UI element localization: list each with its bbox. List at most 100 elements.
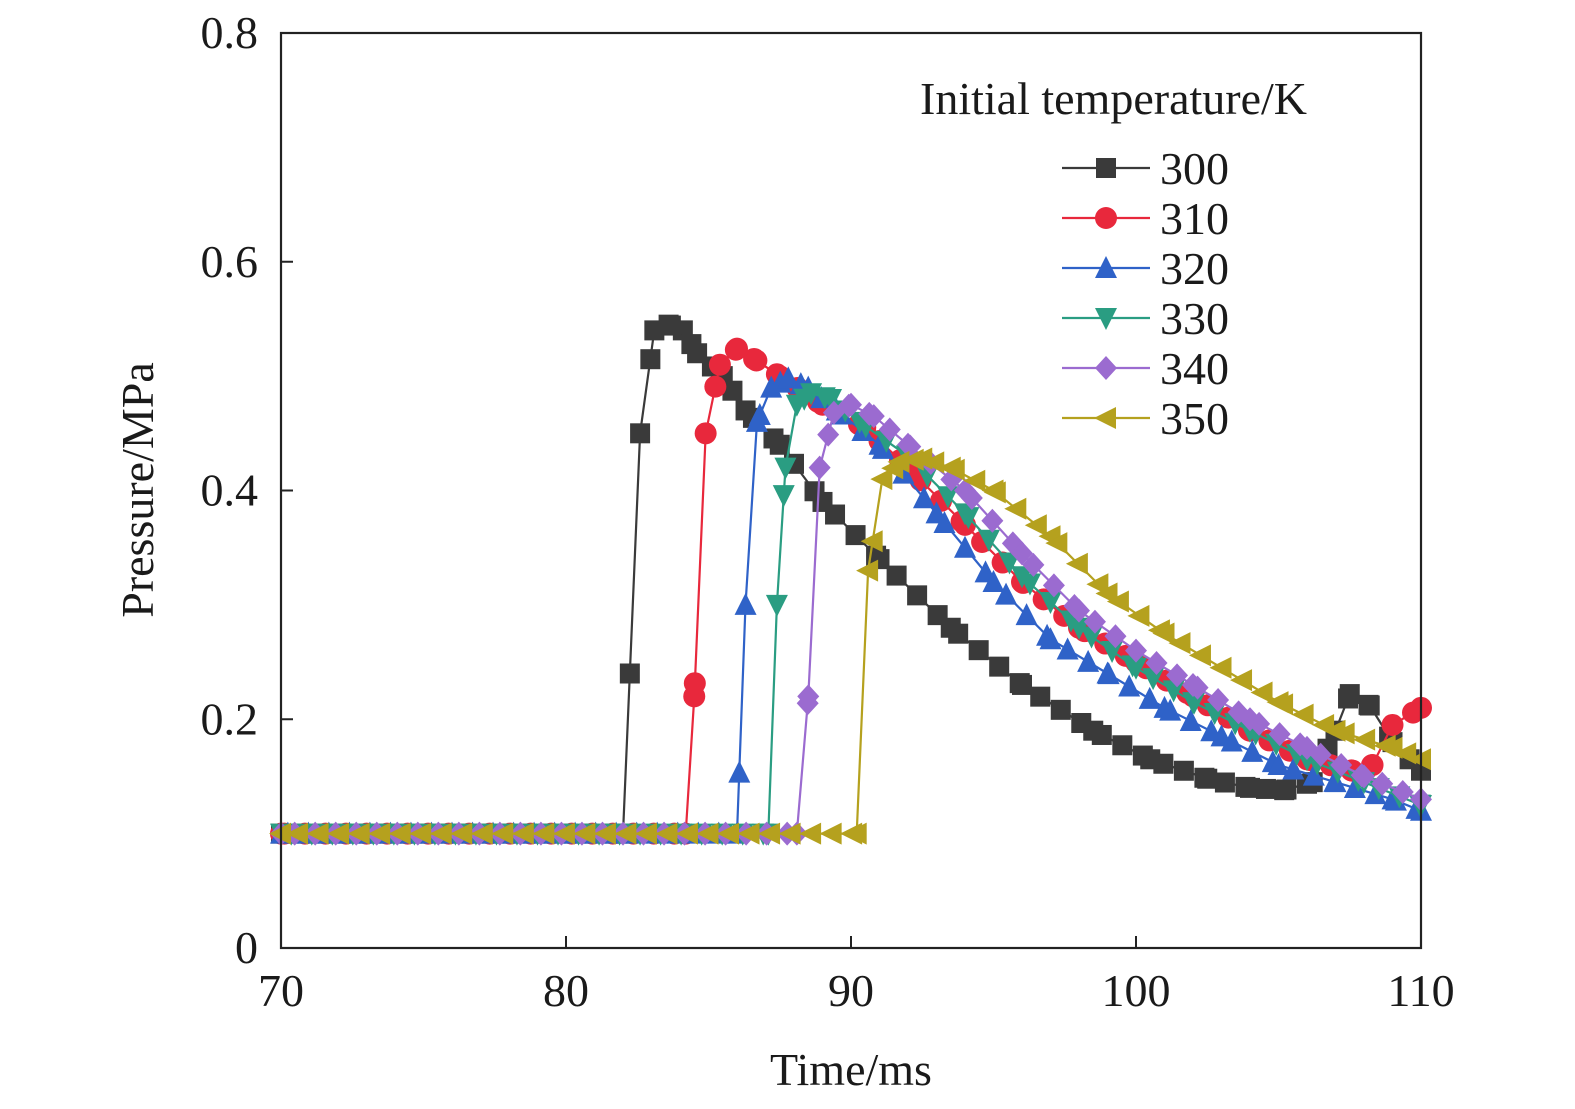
data-point — [286, 822, 309, 845]
data-point — [1207, 688, 1230, 713]
data-point — [1330, 753, 1353, 777]
data-point — [982, 570, 1005, 592]
data-point — [450, 822, 473, 845]
data-point — [797, 684, 820, 709]
legend-item-320: 320 — [1062, 243, 1229, 294]
data-point — [1291, 703, 1314, 726]
data-point — [388, 822, 411, 845]
data-point — [694, 422, 717, 445]
data-point — [871, 436, 894, 459]
data-point — [948, 623, 969, 644]
data-point — [983, 481, 1006, 504]
data-point — [1250, 681, 1273, 704]
data-point — [491, 822, 514, 845]
data-point — [1104, 624, 1127, 649]
data-point — [1309, 742, 1332, 767]
x-tick-label: 110 — [1387, 965, 1454, 1016]
data-point — [844, 822, 867, 845]
data-point — [1214, 772, 1235, 793]
data-point — [1018, 573, 1041, 596]
data-point — [957, 507, 980, 530]
data-point — [734, 592, 757, 615]
data-point — [870, 468, 893, 491]
data-point — [327, 822, 350, 845]
data-point — [1077, 649, 1100, 672]
data-point — [862, 404, 885, 429]
data-point — [942, 458, 965, 481]
legend-label: 340 — [1160, 343, 1229, 394]
data-point — [758, 822, 781, 845]
data-point — [901, 448, 924, 471]
legend-label: 320 — [1160, 243, 1229, 294]
data-point — [722, 380, 743, 401]
data-point — [1271, 693, 1294, 716]
y-tick-label: 0.8 — [201, 7, 259, 58]
data-point — [1106, 590, 1129, 613]
data-point — [1091, 724, 1112, 745]
data-point — [1162, 680, 1185, 703]
data-point — [737, 822, 760, 845]
data-point — [1142, 668, 1165, 691]
data-point — [1359, 695, 1380, 716]
data-point — [726, 337, 748, 360]
data-point — [1230, 669, 1253, 692]
data-point — [640, 349, 661, 370]
data-point — [1183, 692, 1206, 715]
data-point — [1030, 686, 1051, 707]
data-point — [728, 760, 751, 783]
data-point — [1173, 760, 1194, 781]
data-point — [1248, 711, 1271, 736]
data-point — [1220, 729, 1243, 752]
data-point — [1068, 617, 1090, 640]
legend-label: 300 — [1160, 143, 1229, 194]
data-point — [511, 822, 534, 845]
data-point — [1125, 638, 1147, 663]
legend-label: 330 — [1160, 293, 1229, 344]
data-point — [1101, 640, 1124, 663]
data-point — [1080, 626, 1103, 649]
data-point — [748, 403, 771, 426]
data-point — [1094, 407, 1116, 429]
data-point — [899, 434, 922, 459]
data-point — [1188, 644, 1211, 667]
data-point — [630, 423, 651, 444]
data-point — [1240, 777, 1260, 798]
data-point — [573, 822, 596, 845]
x-axis: 70 80 90 100 110 — [258, 936, 1455, 1016]
data-point — [1153, 753, 1174, 774]
data-point — [708, 353, 731, 376]
data-point — [892, 461, 915, 484]
y-tick-label: 0.4 — [201, 465, 259, 516]
data-point — [1083, 609, 1106, 634]
data-point — [1095, 207, 1117, 229]
x-tick-label: 70 — [258, 965, 304, 1016]
data-point — [745, 349, 768, 372]
data-point — [1050, 699, 1071, 720]
data-point — [1186, 675, 1209, 700]
data-point — [1097, 662, 1120, 685]
data-point — [1255, 778, 1276, 799]
data-point — [860, 530, 883, 553]
data-point — [769, 434, 790, 455]
data-point — [552, 822, 575, 845]
data-point — [368, 822, 391, 845]
data-point — [1112, 735, 1133, 756]
legend-label: 310 — [1160, 193, 1229, 244]
data-point — [1045, 532, 1068, 555]
data-point — [470, 822, 493, 845]
data-point — [1241, 739, 1264, 762]
legend-item-300: 300 — [1062, 143, 1229, 194]
y-tick-label: 0.2 — [201, 693, 259, 744]
data-point — [968, 640, 989, 661]
data-point — [1343, 775, 1366, 798]
data-point — [817, 422, 840, 447]
data-point — [1353, 728, 1376, 751]
x-tick-label: 80 — [543, 965, 589, 1016]
data-point — [1042, 573, 1065, 598]
data-point — [675, 822, 698, 845]
x-tick-label: 90 — [828, 965, 874, 1016]
data-point — [655, 822, 678, 845]
data-point — [1015, 603, 1038, 626]
data-point — [936, 486, 959, 509]
